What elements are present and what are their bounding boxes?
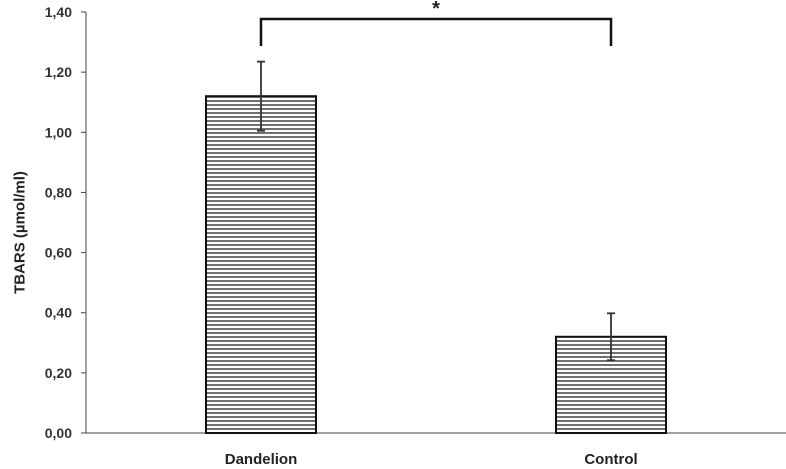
y-tick-label: 0,60 bbox=[45, 245, 72, 261]
significance-marker: * bbox=[432, 0, 440, 20]
y-axis-ticks: 0,00 0,20 0,40 0,60 0,80 1,00 1,20 1,40 bbox=[45, 4, 86, 441]
error-bar-control bbox=[607, 312, 615, 362]
y-tick-label: 1,20 bbox=[45, 64, 72, 80]
bars bbox=[205, 95, 667, 434]
y-tick-label: 0,80 bbox=[45, 184, 72, 200]
bar-dandelion bbox=[205, 95, 317, 434]
category-labels: Dandelion Control bbox=[225, 451, 638, 468]
category-label-control: Control bbox=[584, 451, 637, 468]
y-tick-label: 1,40 bbox=[45, 4, 72, 20]
y-tick-label: 0,00 bbox=[45, 425, 72, 441]
significance-bracket-line bbox=[259, 17, 613, 46]
y-tick-label: 0,40 bbox=[45, 305, 72, 321]
y-tick-label: 1,00 bbox=[45, 124, 72, 140]
y-axis-title: TBARS (µmol/ml) bbox=[11, 171, 28, 294]
significance-bracket: * bbox=[259, 0, 613, 46]
error-bar-dandelion bbox=[257, 60, 265, 132]
category-label-dandelion: Dandelion bbox=[225, 451, 298, 468]
y-tick-label: 0,20 bbox=[45, 365, 72, 381]
error-bars bbox=[257, 60, 615, 362]
